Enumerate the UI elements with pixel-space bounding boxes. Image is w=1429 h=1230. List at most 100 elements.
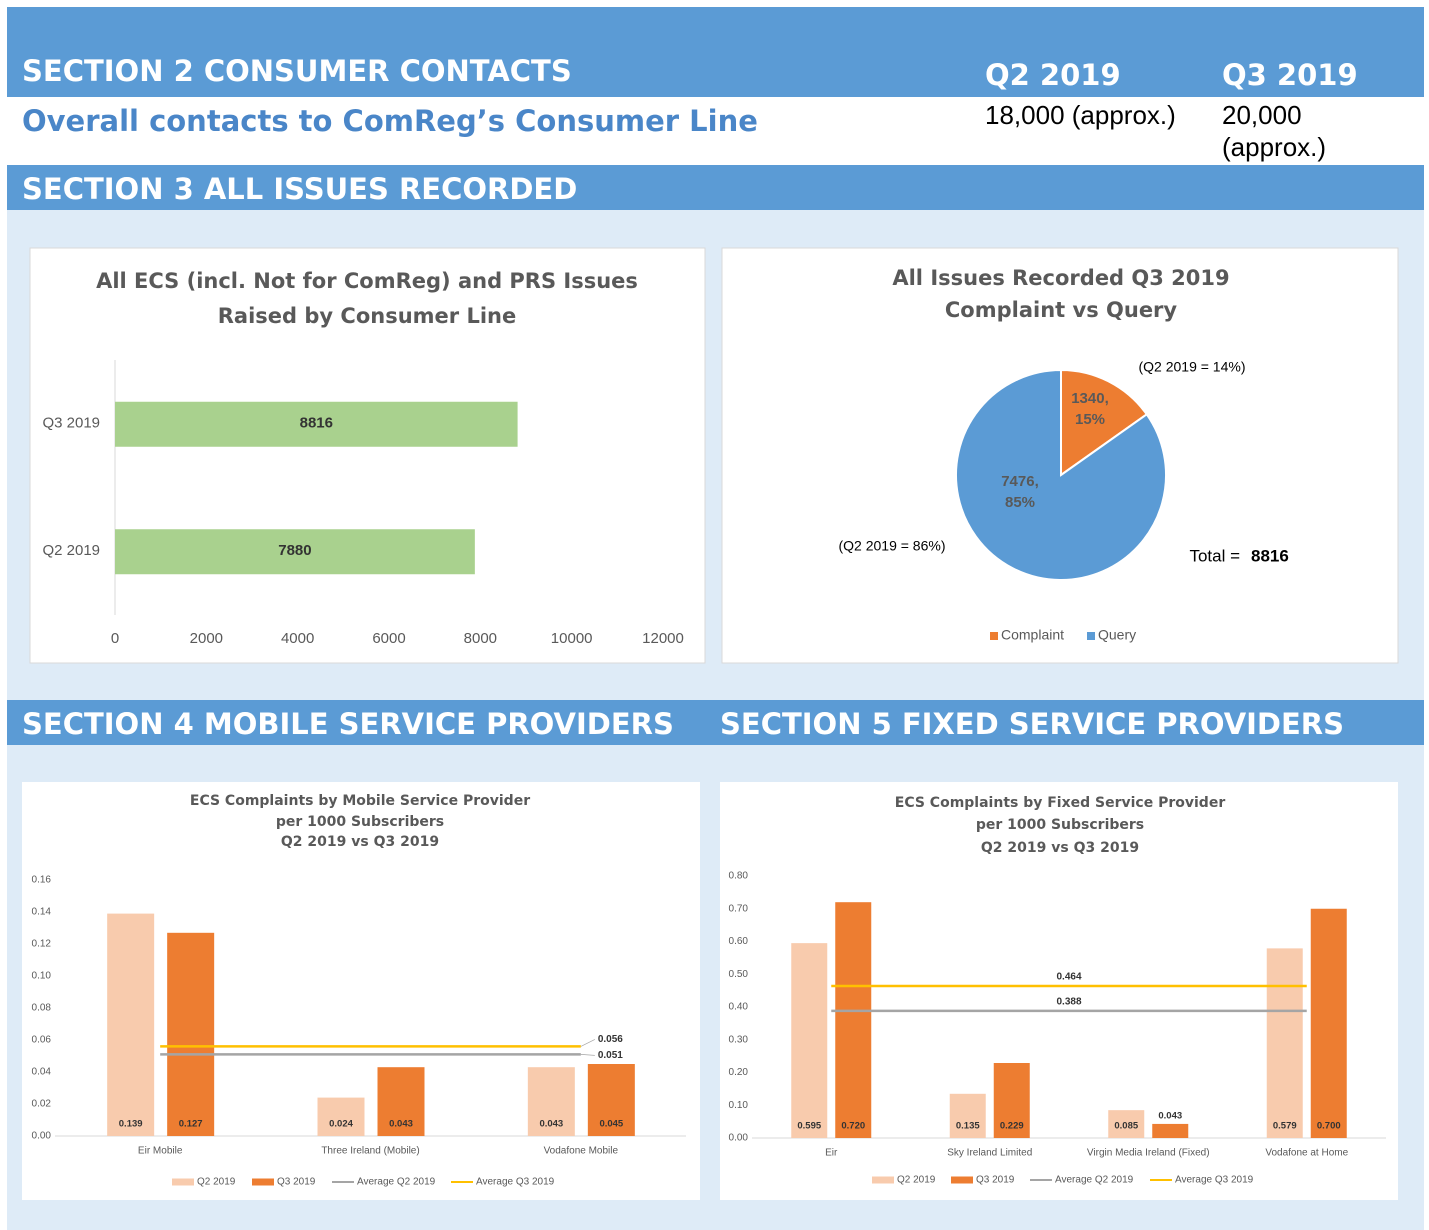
- y-tick-label: 0.12: [32, 939, 52, 950]
- legend-label: Average Q2 2019: [357, 1177, 436, 1188]
- y-tick-label: 0.00: [32, 1131, 52, 1142]
- bar: [115, 529, 475, 575]
- section-title: SECTION 3 ALL ISSUES RECORDED: [22, 172, 578, 206]
- x-tick-label: 4000: [281, 630, 314, 647]
- y-tick-label: 0.10: [729, 1100, 749, 1111]
- chart-card: [29, 247, 706, 664]
- y-tick-label: 0.16: [32, 875, 52, 886]
- value-label: 7880: [278, 542, 311, 559]
- value-label: 0.720: [841, 1121, 865, 1132]
- section3-header-bar: [7, 165, 1424, 210]
- bar: [949, 1093, 986, 1138]
- legend-label: Average Q2 2019: [1055, 1175, 1134, 1186]
- total-value: 8816: [1251, 546, 1289, 565]
- y-tick-label: 0.04: [32, 1067, 52, 1078]
- category-label: Sky Ireland Limited: [947, 1148, 1032, 1159]
- y-tick-label: 0.20: [729, 1067, 749, 1078]
- section-title: SECTION 4 MOBILE SERVICE PROVIDERS: [22, 707, 674, 741]
- pie-slice: [955, 368, 1167, 581]
- bar: [1152, 1123, 1189, 1138]
- slice-label: 7476, 85%: [1001, 473, 1039, 511]
- section-title: SECTION 2 CONSUMER CONTACTS: [22, 54, 572, 88]
- chart-title: Complaint vs Query: [945, 298, 1178, 322]
- legend-swatch: [951, 1176, 973, 1184]
- value-label: 0.700: [1317, 1121, 1341, 1132]
- slice-label: 1340, 15%: [1071, 390, 1109, 428]
- legend-label: Average Q3 2019: [476, 1177, 555, 1188]
- legend-label: Q2 2019: [897, 1175, 936, 1186]
- category-label: Eir: [825, 1148, 838, 1159]
- y-tick-label: 0.02: [32, 1099, 52, 1110]
- section45-header-bar: [7, 700, 1424, 745]
- leader: [580, 1039, 595, 1047]
- chart-title: Q2 2019 vs Q3 2019: [281, 834, 439, 850]
- chart-title: Raised by Consumer Line: [218, 304, 516, 328]
- x-tick-label: 6000: [372, 630, 405, 647]
- value-label: 0.043: [389, 1119, 413, 1130]
- category-label: Vodafone Mobile: [544, 1146, 619, 1157]
- average-label: 0.388: [1056, 997, 1081, 1008]
- bar: [1108, 1110, 1145, 1138]
- y-tick-label: 0.06: [32, 1035, 52, 1046]
- bar: [993, 1063, 1030, 1138]
- row-value: 20,000 (approx.): [1222, 100, 1327, 162]
- y-tick-label: 0.70: [729, 903, 749, 914]
- average-label: 0.051: [598, 1050, 623, 1061]
- value-label: 0.595: [797, 1121, 821, 1132]
- total-label: Total =: [1189, 546, 1240, 565]
- bar: [527, 1067, 575, 1136]
- y-tick-label: 0.60: [729, 936, 749, 947]
- bar: [587, 1064, 635, 1136]
- y-tick-label: 0.30: [729, 1034, 749, 1045]
- category-label: Q2 2019: [42, 542, 100, 559]
- chart-title: ECS Complaints by Fixed Service Provider: [895, 795, 1226, 811]
- legend-swatch: [172, 1178, 194, 1186]
- pie-slice: [1060, 368, 1149, 477]
- chart-title: ECS Complaints by Mobile Service Provide…: [190, 793, 530, 809]
- chart-title: Q2 2019 vs Q3 2019: [981, 840, 1139, 856]
- value-label: 0.579: [1273, 1121, 1297, 1132]
- average-label: 0.464: [1056, 972, 1081, 983]
- y-tick-label: 0.10: [32, 971, 52, 982]
- legend-label: Complaint: [1001, 627, 1064, 643]
- y-tick-label: 0.80: [729, 871, 749, 882]
- legend-label: Q3 2019: [277, 1177, 316, 1188]
- legend-swatch: [872, 1176, 894, 1184]
- x-tick-label: 12000: [642, 630, 684, 647]
- value-label: 0.127: [179, 1119, 203, 1130]
- column-header: Q3 2019: [1222, 58, 1358, 92]
- value-label: 0.024: [329, 1119, 353, 1130]
- bar: [1266, 948, 1303, 1138]
- legend-label: Q3 2019: [976, 1175, 1015, 1186]
- category-label: Vodafone at Home: [1265, 1148, 1348, 1159]
- category-label: Q3 2019: [42, 415, 100, 432]
- chart-title: All Issues Recorded Q3 2019: [892, 266, 1229, 290]
- legend-label: Query: [1098, 627, 1136, 643]
- value-label: 0.135: [956, 1121, 980, 1132]
- value-label: 0.085: [1114, 1121, 1138, 1132]
- y-tick-label: 0.40: [729, 1002, 749, 1013]
- bar: [107, 913, 155, 1136]
- y-tick-label: 0.50: [729, 969, 749, 980]
- column-header: Q2 2019: [985, 58, 1121, 92]
- annotation: (Q2 2019 = 86%): [838, 538, 945, 554]
- leader: [580, 1054, 595, 1056]
- bar: [377, 1067, 425, 1136]
- row-value: 18,000 (approx.): [985, 100, 1176, 130]
- legend-swatch: [252, 1178, 274, 1186]
- value-label: 0.139: [119, 1119, 143, 1130]
- x-tick-label: 0: [111, 630, 119, 647]
- value-label: 8816: [300, 415, 333, 432]
- average-label: 0.056: [598, 1034, 623, 1045]
- bar: [791, 943, 828, 1138]
- bar: [835, 902, 872, 1138]
- bar: [115, 401, 518, 447]
- y-tick-label: 0.00: [729, 1133, 749, 1144]
- y-tick-label: 0.08: [32, 1003, 52, 1014]
- category-label: Eir Mobile: [138, 1146, 183, 1157]
- legend-label: Average Q3 2019: [1175, 1175, 1254, 1186]
- chart-title: per 1000 Subscribers: [976, 817, 1144, 833]
- annotation: (Q2 2019 = 14%): [1138, 359, 1245, 375]
